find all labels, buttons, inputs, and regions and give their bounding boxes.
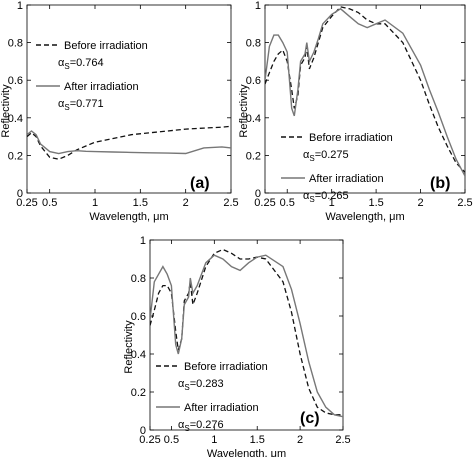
chart-panel-3: 0.25 0.5 1 1.5 2 2.5 0 0.2 0.4 0.6 0.8 1 Wavelength,… — [123, 235, 351, 457]
y-axis-title: Reflectivity — [0, 84, 12, 138]
series-line-after — [150, 254, 343, 418]
series-line-before — [265, 6, 465, 173]
alpha-symbol: α — [58, 57, 65, 69]
y-tick-label: 1 — [255, 0, 261, 12]
series-line-before — [27, 125, 231, 160]
y-tick-label: 0.6 — [8, 75, 23, 87]
x-tick-label: 1 — [211, 434, 217, 446]
x-tick-label: 0.5 — [164, 434, 179, 446]
plot-frame — [26, 4, 232, 194]
y-tick-label: 0 — [255, 188, 261, 200]
plot-frame — [149, 239, 344, 431]
panel-label: (b) — [430, 175, 450, 192]
x-tick-label: 2 — [417, 197, 423, 209]
y-tick-label: 0.8 — [8, 38, 23, 50]
y-axis-title: Reflectivity — [238, 84, 250, 138]
x-tick-label: 1 — [92, 197, 98, 209]
x-tick-label: 0.25 — [16, 197, 37, 209]
x-tick-label: 1.5 — [250, 434, 265, 446]
x-tick-label: 2.5 — [335, 434, 350, 446]
panel-label: (a) — [190, 175, 210, 192]
y-tick-label: 0.2 — [8, 150, 23, 162]
y-tick-label: 0.6 — [246, 75, 261, 87]
alpha-value: =0.771 — [70, 98, 104, 110]
x-axis-title: Wavelength, μm — [325, 211, 404, 223]
alpha-value: =0.283 — [190, 378, 224, 390]
y-tick-label: 0.2 — [246, 150, 261, 162]
y-tick-label: 0.4 — [246, 113, 261, 125]
chart-panel-2: 0.25 0.5 1 1.5 2 2.5 0 0.2 0.4 0.6 0.8 1 Wavelength,… — [238, 0, 473, 223]
alpha-subscript: S — [184, 383, 189, 392]
legend-label: After irradiation — [184, 402, 259, 414]
plot-frame — [264, 4, 466, 194]
alpha-symbol: α — [178, 419, 185, 431]
legend-label: After irradiation — [309, 173, 384, 185]
alpha-symbol: α — [58, 98, 65, 110]
series-line-after — [265, 7, 465, 177]
y-tick-label: 0.6 — [131, 311, 146, 323]
x-tick-label: 0.25 — [139, 434, 160, 446]
alpha-subscript: S — [184, 424, 189, 433]
x-tick-label: 0.5 — [42, 197, 57, 209]
x-tick-label: 2.5 — [457, 197, 472, 209]
series-line-before — [150, 248, 343, 416]
x-tick-label: 2 — [297, 434, 303, 446]
x-tick-label: 1.5 — [368, 197, 383, 209]
y-tick-label: 0.4 — [8, 113, 23, 125]
alpha-value: =0.275 — [315, 149, 349, 161]
x-tick-label: 0.5 — [280, 197, 295, 209]
y-tick-label: 1 — [140, 235, 146, 247]
x-tick-label: 2.5 — [223, 197, 238, 209]
x-tick-label: 1 — [329, 197, 335, 209]
alpha-value: =0.764 — [70, 57, 104, 69]
legend-label: Before irradiation — [309, 132, 393, 144]
alpha-subscript: S — [309, 154, 314, 163]
alpha-value: =0.265 — [315, 190, 349, 202]
alpha-subscript: S — [309, 195, 314, 204]
alpha-symbol: α — [303, 149, 310, 161]
alpha-subscript: S — [64, 62, 69, 71]
legend-label: Before irradiation — [64, 40, 148, 52]
y-axis-title: Reflectivity — [123, 320, 135, 374]
legend-alpha: αS=0.275 — [303, 149, 349, 163]
chart-panel-1: 0.25 0.5 1 1.5 2 2.5 0 0.2 0.4 0.6 0.8 1 Wavelength,… — [0, 0, 239, 223]
panel-label: (c) — [300, 410, 320, 427]
legend-alpha: αS=0.276 — [178, 419, 224, 433]
x-tick-label: 2 — [183, 197, 189, 209]
legend-alpha: αS=0.265 — [303, 190, 349, 204]
legend-alpha: αS=0.764 — [58, 57, 104, 71]
alpha-subscript: S — [64, 103, 69, 112]
x-axis-title: Wavelength, μm — [89, 211, 168, 223]
legend-alpha: αS=0.283 — [178, 378, 224, 392]
series-line-after — [27, 130, 231, 155]
x-tick-label: 1.5 — [133, 197, 148, 209]
x-axis-title: Wavelength, μm — [207, 448, 286, 457]
legend-label: After irradiation — [64, 81, 139, 93]
x-tick-label: 0.25 — [254, 197, 275, 209]
y-tick-label: 0.2 — [131, 387, 146, 399]
alpha-symbol: α — [178, 378, 185, 390]
y-tick-label: 0.8 — [131, 273, 146, 285]
legend-label: Before irradiation — [184, 361, 268, 373]
y-tick-label: 0.4 — [131, 349, 146, 361]
y-tick-label: 0.8 — [246, 38, 261, 50]
alpha-value: =0.276 — [190, 419, 224, 431]
y-tick-label: 1 — [17, 0, 23, 12]
alpha-symbol: α — [303, 190, 310, 202]
y-tick-label: 0 — [17, 188, 23, 200]
legend-alpha: αS=0.771 — [58, 98, 104, 112]
y-tick-label: 0 — [140, 425, 146, 437]
